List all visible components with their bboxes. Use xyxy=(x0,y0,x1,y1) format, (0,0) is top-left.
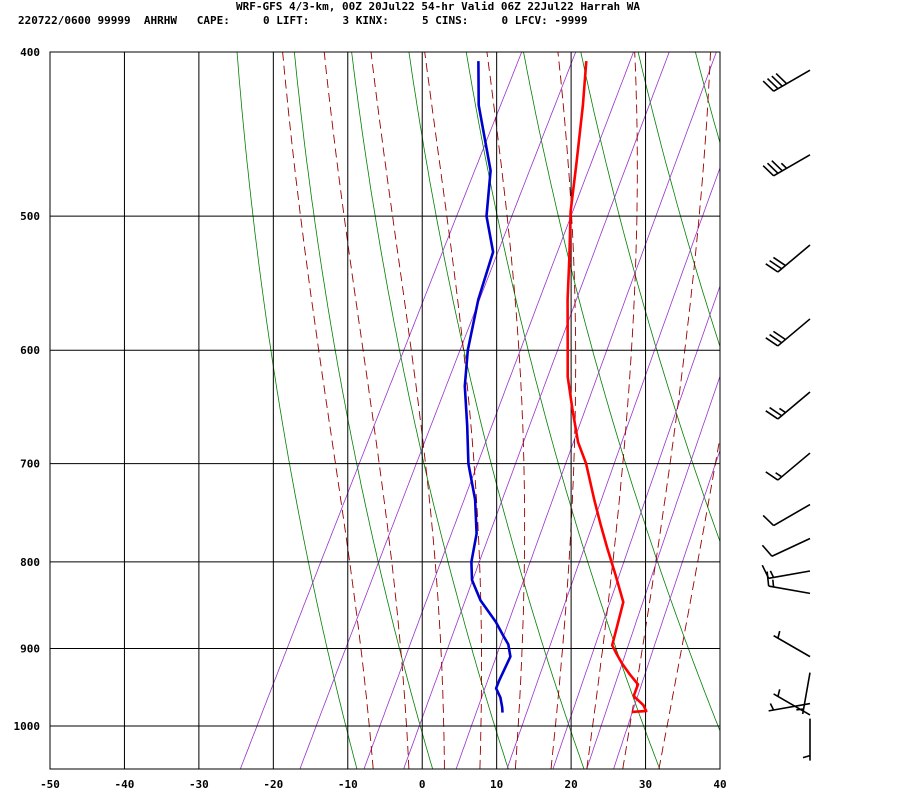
dry-adiabat-line xyxy=(293,52,433,769)
mixing-ratio-line xyxy=(586,375,720,769)
dry-adiabat-line xyxy=(799,14,900,769)
dewpoint-profile-line xyxy=(463,61,512,713)
chart-header: WRF-GFS 4/3-km, 00Z 20Jul22 54-hr Valid … xyxy=(0,0,900,32)
y-tick-label: 400 xyxy=(20,46,40,59)
x-tick-label: 40 xyxy=(713,778,726,791)
x-tick-label: -40 xyxy=(115,778,135,791)
moist-adiabat-line xyxy=(323,52,410,769)
mixing-ratio-line xyxy=(613,449,720,769)
grid xyxy=(49,51,721,770)
x-tick-label: 30 xyxy=(639,778,652,791)
mixing-ratio-line xyxy=(552,284,720,769)
wind-barb xyxy=(773,689,811,716)
dry-adiabat-line xyxy=(855,14,900,769)
profiles xyxy=(463,61,648,714)
moist-adiabat-line xyxy=(282,52,374,769)
x-tick-label: -10 xyxy=(338,778,358,791)
dry-adiabat-line xyxy=(523,52,720,732)
mixing-ratio-line xyxy=(455,52,717,769)
moist-adiabat-line xyxy=(550,52,577,769)
dry-adiabat-line xyxy=(580,52,720,543)
mixing-ratio-line xyxy=(506,166,720,769)
plot-frame xyxy=(49,51,721,770)
x-tick-label: 10 xyxy=(490,778,503,791)
wind-barbs xyxy=(761,69,811,761)
x-tick-label: -30 xyxy=(189,778,209,791)
wind-barb xyxy=(765,391,811,420)
x-tick-label: -20 xyxy=(263,778,283,791)
y-tick-label: 1000 xyxy=(14,720,41,733)
dry-adiabat-line xyxy=(694,52,720,145)
x-tick-label: 20 xyxy=(564,778,577,791)
moist-adiabats xyxy=(282,52,720,769)
dry-adiabat-line xyxy=(351,52,509,769)
wind-barb xyxy=(762,154,811,177)
mixing-ratio-line xyxy=(403,52,670,769)
dry-adiabat-line xyxy=(465,52,661,769)
sounding-stats: 220722/0600 99999 AHRHW CAPE: 0 LIFT: 3 … xyxy=(18,14,588,27)
wind-barb xyxy=(802,718,811,761)
dry-adiabat-line xyxy=(637,52,720,348)
dry-adiabat-line xyxy=(742,14,900,769)
y-tick-label: 500 xyxy=(20,210,40,223)
y-tick-label: 800 xyxy=(20,556,40,569)
mixing-ratio-lines xyxy=(240,52,720,769)
dry-adiabat-line xyxy=(236,52,358,769)
dry-adiabat-line xyxy=(408,52,585,769)
wind-barb xyxy=(762,69,811,92)
wind-barb xyxy=(761,537,811,557)
wind-barb xyxy=(765,318,811,347)
moist-adiabat-line xyxy=(370,52,445,769)
wind-barb xyxy=(761,564,811,580)
mixing-ratio-line xyxy=(299,52,577,769)
mixing-ratio-line xyxy=(363,52,634,769)
wind-barb xyxy=(773,630,811,658)
wind-barb xyxy=(766,571,811,595)
x-tick-label: 0 xyxy=(419,778,426,791)
wind-barb xyxy=(762,503,811,527)
moist-adiabat-line xyxy=(622,52,711,769)
y-tick-label: 700 xyxy=(20,458,40,471)
moist-adiabat-line xyxy=(424,52,482,769)
moist-adiabat-line xyxy=(486,52,526,769)
axis-ticks: -50 -40 -30 -20 -10 0 10 20 30 40 400 500 600 700 800 9… xyxy=(14,46,727,791)
moist-adiabat-line xyxy=(586,52,638,769)
x-tick-label: -50 xyxy=(40,778,60,791)
temperature-profile-line xyxy=(566,61,648,714)
wind-barb xyxy=(765,452,811,481)
wind-barb xyxy=(765,244,811,273)
y-tick-label: 900 xyxy=(20,642,40,655)
dry-adiabats xyxy=(236,14,900,769)
wind-barb xyxy=(768,702,811,712)
chart-title: WRF-GFS 4/3-km, 00Z 20Jul22 54-hr Valid … xyxy=(236,0,640,13)
y-tick-label: 600 xyxy=(20,344,40,357)
moist-adiabat-line xyxy=(658,434,720,769)
mixing-ratio-line xyxy=(240,52,523,769)
